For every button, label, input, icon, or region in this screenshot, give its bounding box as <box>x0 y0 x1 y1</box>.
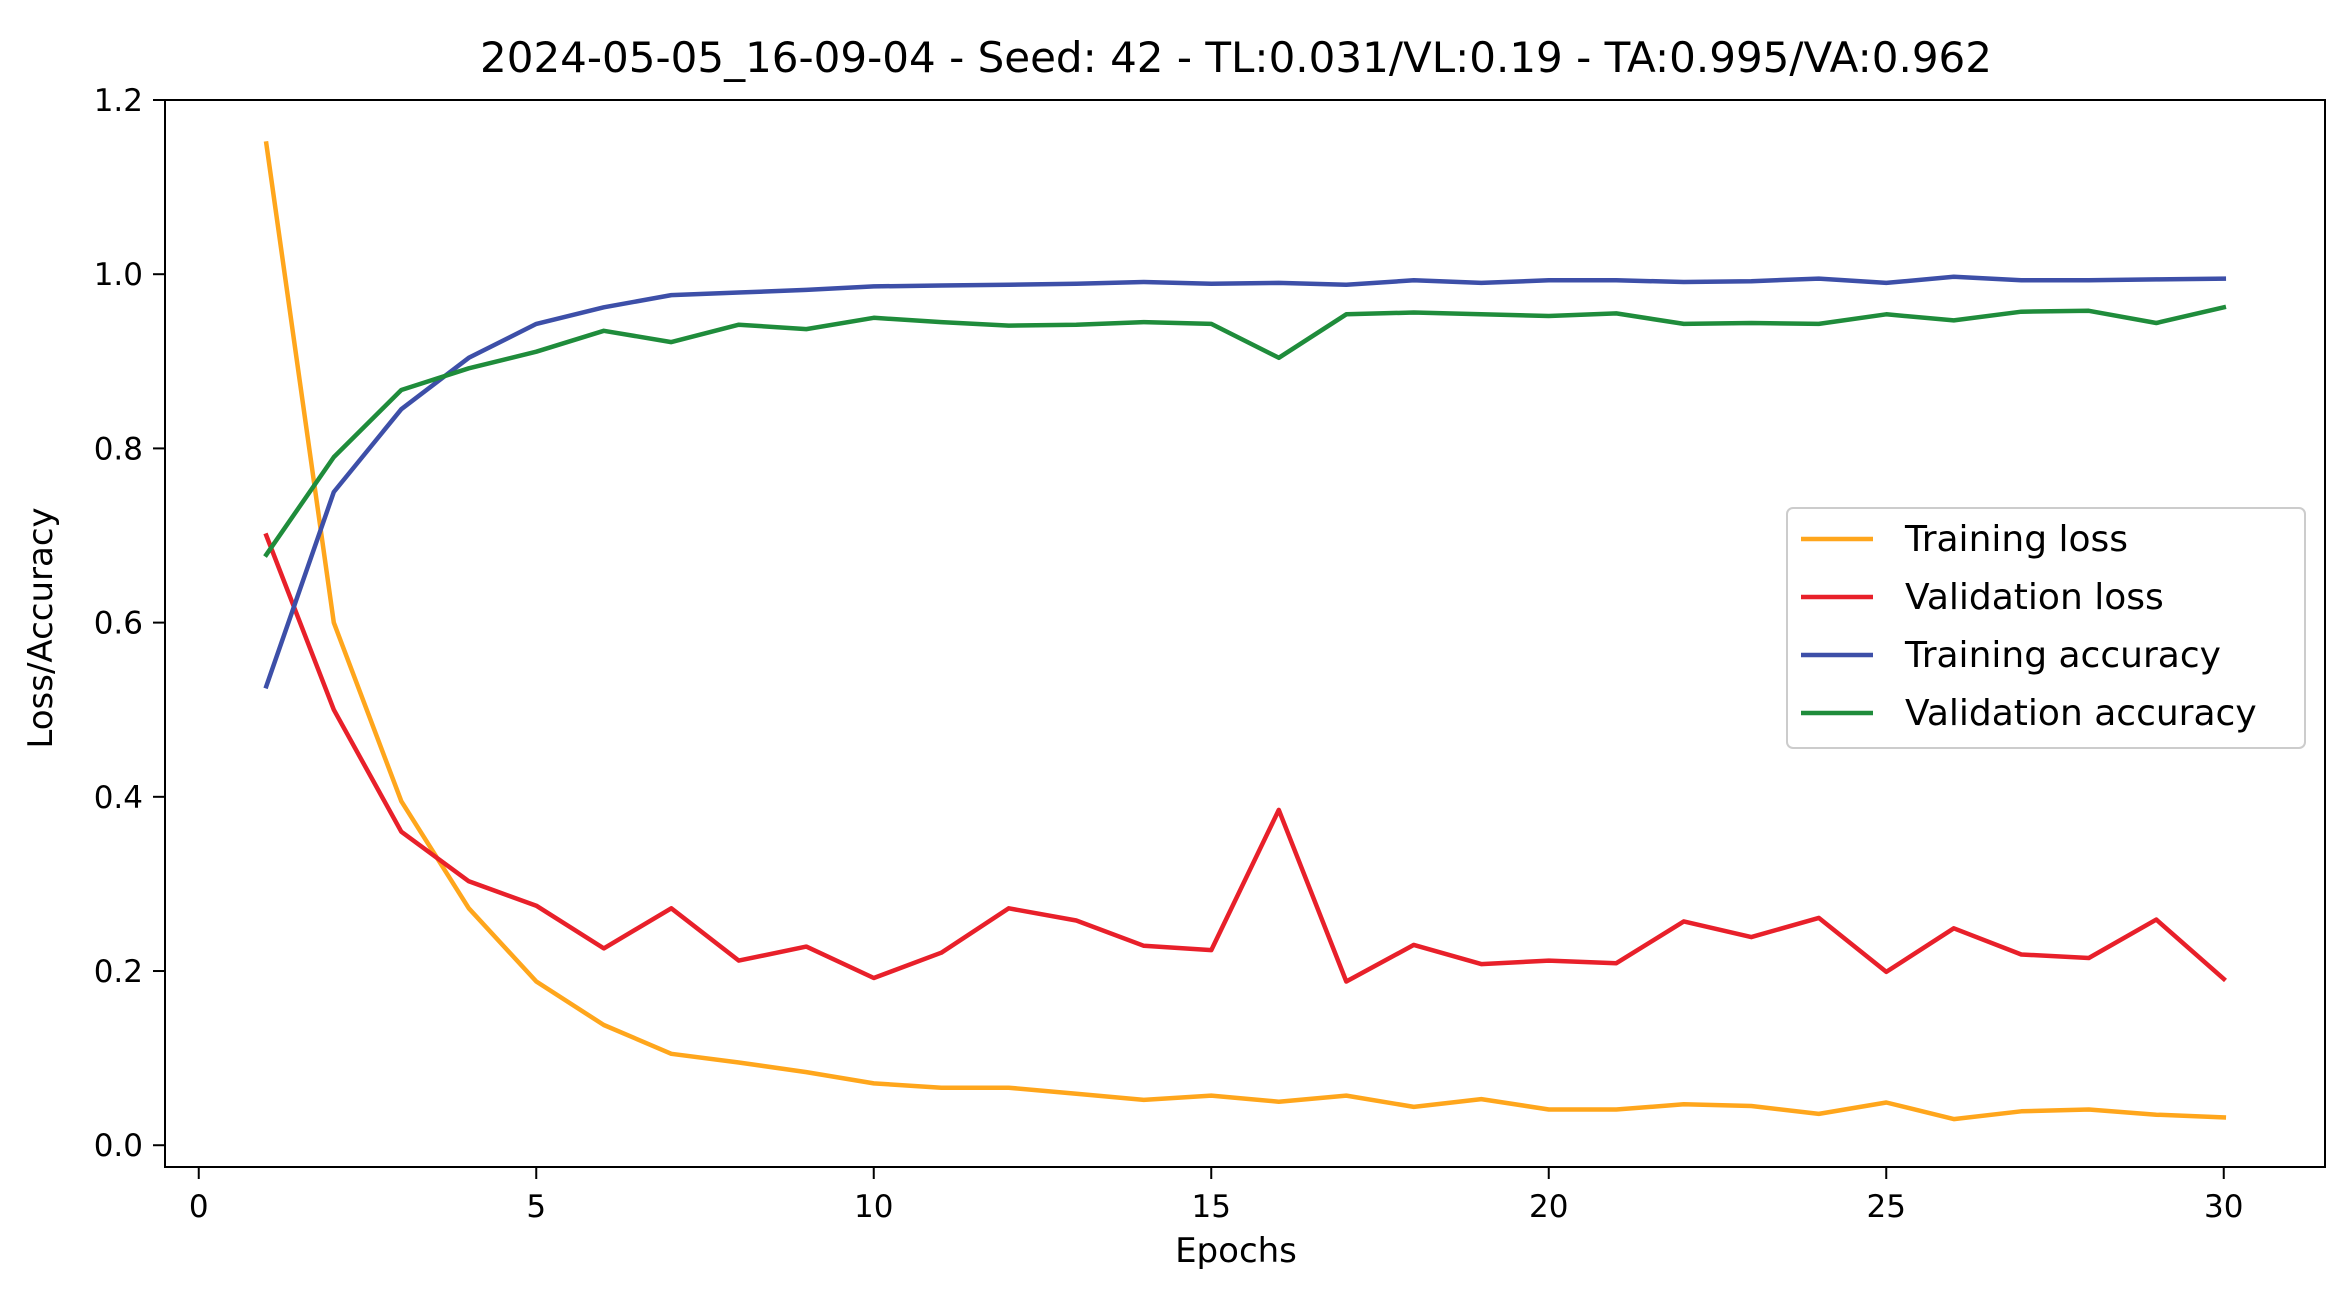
y-axis-title: Loss/Accuracy <box>21 507 61 748</box>
x-tick-label: 15 <box>1192 1189 1231 1225</box>
chart-title: 2024-05-05_16-09-04 - Seed: 42 - TL:0.03… <box>480 33 1992 82</box>
y-tick-label: 0.0 <box>94 1128 143 1164</box>
y-tick-label: 0.8 <box>94 431 143 467</box>
y-tick-label: 0.2 <box>94 954 143 990</box>
x-tick-label: 0 <box>189 1189 209 1225</box>
series-line-validation-loss <box>263 532 2227 984</box>
x-tick-label: 30 <box>2204 1189 2243 1225</box>
series-layer <box>263 141 2227 1122</box>
series-line-training-accuracy <box>263 274 2227 690</box>
x-tick-label: 25 <box>1867 1189 1906 1225</box>
y-tick-label: 0.6 <box>94 606 143 642</box>
y-tick-label: 0.4 <box>94 780 143 816</box>
x-tick-label: 5 <box>526 1189 546 1225</box>
legend-label-training-loss: Training loss <box>1904 519 2128 560</box>
axes-layer: 0 5 10 15 20 25 30 0.0 0.2 0.4 0.6 0.8 1.0 1.2 <box>94 83 2326 1225</box>
legend-label-validation-accuracy: Validation accuracy <box>1905 693 2257 734</box>
legend-label-training-accuracy: Training accuracy <box>1904 635 2221 676</box>
x-axis-title: Epochs <box>1175 1231 1297 1271</box>
legend: Training loss Validation loss Training acc… <box>1786 507 2306 749</box>
plot-frame <box>164 99 2326 1168</box>
series-line-training-loss <box>263 141 2227 1122</box>
legend-box <box>1786 507 2306 749</box>
y-tick-label: 1.2 <box>94 83 143 119</box>
y-tick-label: 1.0 <box>94 257 143 293</box>
x-tick-label: 20 <box>1529 1189 1568 1225</box>
legend-label-validation-loss: Validation loss <box>1905 577 2164 618</box>
series-line-validation-accuracy <box>263 304 2227 558</box>
x-tick-label: 10 <box>854 1189 893 1225</box>
